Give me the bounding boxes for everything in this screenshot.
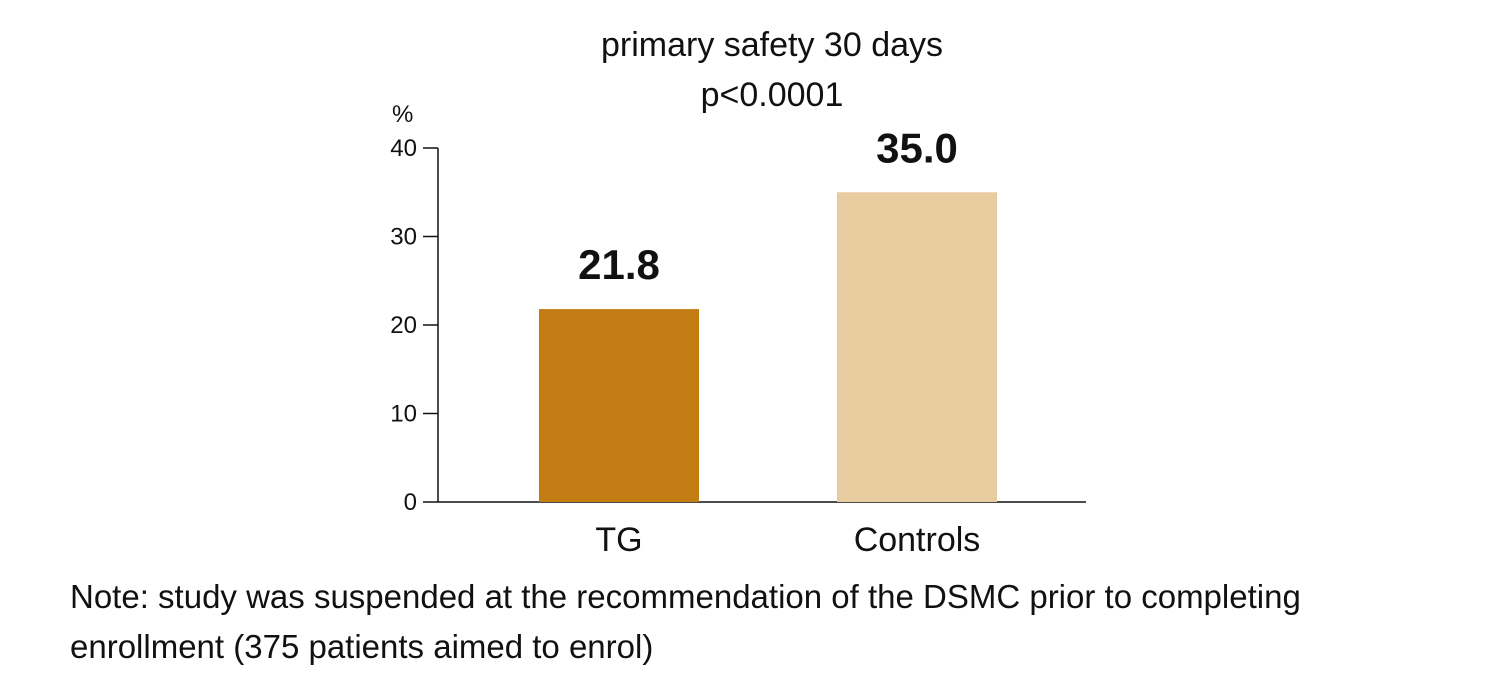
y-axis-unit-label: % [392,101,413,128]
y-axis-ticks: 0 10 20 30 40 [390,135,438,516]
bars-group: 21.8 TG 35.0 Controls [539,124,997,559]
chart-title: primary safety 30 days [601,26,943,64]
y-tick-label: 40 [390,135,417,162]
y-tick-label: 10 [390,401,417,428]
bar-value-label: 35.0 [876,124,958,171]
note-line-2: enrollment (375 patients aimed to enrol) [70,628,654,665]
bar-tg [539,309,699,502]
x-category-label: TG [595,521,642,559]
note-line-1: Note: study was suspended at the recomme… [70,578,1301,615]
chart-subtitle: p<0.0001 [701,76,844,114]
study-note: Note: study was suspended at the recomme… [70,572,1470,672]
x-category-label: Controls [854,521,981,559]
y-tick-label: 0 [404,489,417,516]
bar-value-label: 21.8 [578,241,660,288]
y-tick-label: 30 [390,224,417,251]
y-tick-label: 20 [390,312,417,339]
bar-controls [837,192,997,502]
